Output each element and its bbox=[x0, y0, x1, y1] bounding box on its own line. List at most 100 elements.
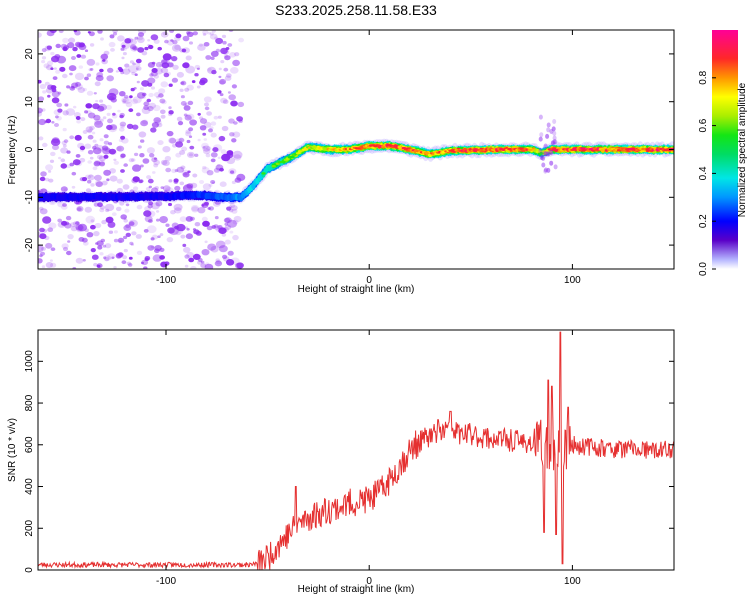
noise-speck bbox=[116, 145, 125, 152]
noise-speck bbox=[144, 215, 153, 223]
noise-speck bbox=[131, 98, 139, 105]
noise-speck bbox=[181, 48, 187, 53]
noise-speck bbox=[88, 31, 95, 37]
noise-speck bbox=[169, 30, 175, 33]
noise-speck bbox=[104, 255, 111, 261]
noise-speck bbox=[183, 246, 191, 253]
noise-speck bbox=[87, 134, 94, 140]
noise-speck bbox=[137, 145, 142, 149]
noise-speck bbox=[67, 240, 71, 243]
noise-speck bbox=[180, 165, 186, 170]
noise-speck bbox=[139, 87, 144, 91]
noise-speck bbox=[136, 204, 143, 210]
ridge-spread bbox=[543, 143, 548, 149]
noise-speck bbox=[144, 46, 149, 51]
noise-speck bbox=[51, 97, 60, 104]
noise-speck bbox=[180, 95, 185, 99]
noise-speck bbox=[86, 90, 94, 96]
noise-speck bbox=[56, 102, 63, 108]
noise-speck bbox=[151, 157, 158, 163]
noise-speck bbox=[122, 255, 128, 260]
noise-speck bbox=[153, 39, 160, 44]
noise-speck bbox=[94, 81, 101, 87]
noise-speck bbox=[204, 106, 210, 111]
noise-speck bbox=[148, 44, 154, 50]
spectrogram-ytick-label: 0 bbox=[24, 146, 35, 152]
noise-speck bbox=[84, 76, 89, 81]
noise-speck bbox=[85, 188, 92, 193]
noise-speck bbox=[39, 208, 48, 215]
noise-speck bbox=[77, 223, 88, 232]
noise-speck bbox=[96, 240, 104, 247]
noise-speck bbox=[75, 83, 83, 90]
noise-speck bbox=[226, 259, 235, 266]
noise-speck bbox=[152, 104, 161, 112]
noise-speck bbox=[93, 161, 101, 167]
noise-speck bbox=[99, 99, 104, 103]
noise-speck bbox=[113, 266, 117, 269]
noise-speck bbox=[139, 153, 145, 158]
snr-ytick-label: 600 bbox=[24, 436, 35, 453]
noise-speck bbox=[53, 67, 57, 70]
noise-speck bbox=[39, 233, 47, 240]
noise-speck bbox=[207, 207, 211, 210]
noise-speck bbox=[47, 60, 54, 66]
noise-speck bbox=[147, 210, 156, 217]
noise-speck bbox=[186, 84, 194, 91]
noise-speck bbox=[189, 41, 193, 45]
noise-speck bbox=[80, 117, 86, 122]
noise-speck bbox=[102, 244, 107, 248]
noise-speck bbox=[203, 138, 208, 141]
noise-speck bbox=[219, 78, 227, 85]
noise-speck bbox=[229, 132, 235, 137]
noise-speck bbox=[214, 260, 223, 267]
noise-speck bbox=[180, 234, 186, 239]
noise-speck bbox=[130, 243, 134, 246]
noise-speck bbox=[128, 221, 135, 226]
noise-speck bbox=[151, 122, 159, 128]
noise-speck bbox=[153, 157, 157, 160]
noise-speck bbox=[184, 114, 192, 121]
noise-speck bbox=[86, 73, 92, 77]
noise-speck bbox=[103, 140, 110, 145]
noise-speck bbox=[167, 227, 175, 234]
noise-speck bbox=[213, 115, 219, 120]
noise-speck bbox=[208, 206, 214, 211]
noise-speck bbox=[62, 203, 67, 207]
noise-speck bbox=[138, 131, 147, 138]
noise-speck bbox=[97, 245, 103, 250]
noise-speck bbox=[45, 262, 54, 268]
noise-speck bbox=[204, 263, 214, 269]
snr-xtick-label: 0 bbox=[366, 576, 372, 587]
noise-speck bbox=[61, 243, 69, 250]
noise-speck bbox=[224, 55, 231, 61]
noise-speck bbox=[77, 87, 86, 93]
noise-speck bbox=[153, 117, 161, 124]
noise-speck bbox=[136, 112, 141, 117]
noise-speck bbox=[64, 222, 72, 229]
snr-ytick-label: 1000 bbox=[24, 350, 35, 373]
colorbar-tick-label: 0.0 bbox=[698, 262, 709, 276]
noise-speck bbox=[38, 188, 44, 193]
noise-speck bbox=[148, 102, 157, 109]
snr-ytick-label: 800 bbox=[24, 394, 35, 411]
noise-speck bbox=[219, 181, 227, 187]
noise-speck bbox=[233, 154, 242, 161]
spectrogram-xlabel: Height of straight line (km) bbox=[298, 284, 415, 295]
noise-speck bbox=[172, 40, 178, 45]
noise-speck bbox=[182, 62, 190, 69]
noise-speck bbox=[146, 98, 152, 103]
ridge-spread bbox=[541, 150, 546, 156]
noise-speck bbox=[210, 158, 216, 163]
noise-speck bbox=[68, 65, 77, 72]
noise-speck bbox=[180, 101, 187, 106]
noise-speck bbox=[55, 115, 59, 119]
noise-speck bbox=[173, 178, 179, 183]
noise-speck bbox=[210, 245, 219, 253]
noise-speck bbox=[232, 59, 241, 67]
noise-speck bbox=[103, 256, 107, 260]
noise-speck bbox=[206, 111, 213, 116]
noise-speck bbox=[113, 160, 120, 165]
noise-speck bbox=[162, 146, 171, 153]
noise-speck bbox=[210, 121, 217, 126]
